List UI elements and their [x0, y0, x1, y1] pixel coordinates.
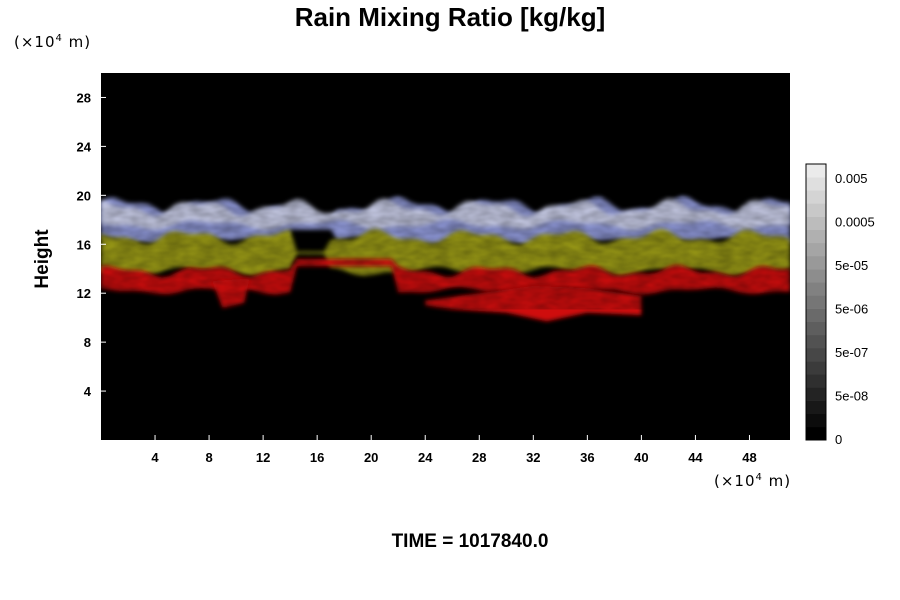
colorbar-swatch: [806, 203, 826, 217]
colorbar-tick-label: 0.0005: [835, 215, 875, 230]
x-tick-label: 8: [205, 450, 212, 465]
colorbar-swatch: [806, 164, 826, 178]
y-tick-label: 16: [77, 237, 91, 252]
colorbar-swatch: [806, 348, 826, 362]
x-tick-label: 20: [364, 450, 378, 465]
colorbar-swatch: [806, 190, 826, 204]
x-tick-label: 28: [472, 450, 486, 465]
colorbar-swatch: [806, 216, 826, 231]
colorbar-frame: [805, 163, 827, 441]
colorbar-swatch: [806, 242, 826, 257]
rain-field: [101, 196, 790, 322]
y-tick-label: 12: [77, 286, 91, 301]
chart-title: Rain Mixing Ratio [kg/kg]: [294, 2, 606, 32]
colorbar-tick-label: 5e-07: [835, 345, 868, 360]
colorbar-tick-label: 5e-05: [835, 258, 868, 273]
x-tick-label: 48: [742, 450, 756, 465]
colorbar-swatch: [806, 426, 826, 441]
x-tick-label: 32: [526, 450, 540, 465]
colorbar-swatch: [806, 269, 826, 283]
colorbar-swatch: [806, 334, 826, 349]
y-tick-label: 4: [84, 384, 92, 399]
x-tick-label: 16: [310, 450, 324, 465]
y-tick-label: 28: [77, 90, 91, 105]
colorbar-swatch: [806, 229, 826, 244]
x-tick-label: 24: [418, 450, 433, 465]
y-axis-unit: (×104 m): [14, 33, 92, 51]
colorbar-swatch: [806, 361, 826, 375]
x-tick-label: 4: [151, 450, 159, 465]
colorbar-swatch: [806, 321, 826, 336]
x-tick-label: 44: [688, 450, 703, 465]
colorbar-swatch: [806, 282, 826, 296]
x-axis-unit: (×104 m): [714, 472, 792, 490]
colorbar-swatch: [806, 413, 826, 428]
y-tick-label: 8: [84, 335, 91, 350]
colorbar-tick-label: 0.005: [835, 171, 868, 186]
x-tick-label: 36: [580, 450, 594, 465]
colorbar-tick-label: 5e-06: [835, 302, 868, 317]
colorbar-swatch: [806, 374, 826, 388]
colorbar-swatch: [806, 308, 826, 323]
colorbar-swatch: [806, 177, 826, 191]
x-tick-label: 12: [256, 450, 270, 465]
turbulence-texture: [101, 197, 790, 310]
y-tick-label: 20: [77, 188, 91, 203]
colorbar-swatch: [806, 256, 826, 270]
colorbar: 0.005 0.0005 5e-05 5e-06 5e-07 5e-08 0: [805, 163, 875, 447]
colorbar-tick-label: 0: [835, 432, 842, 447]
colorbar-swatch: [806, 400, 826, 415]
colorbar-swatch: [806, 295, 826, 309]
x-tick-label: 40: [634, 450, 648, 465]
y-tick-label: 24: [77, 139, 92, 154]
colorbar-tick-label: 5e-08: [835, 389, 868, 404]
colorbar-swatch: [806, 387, 826, 401]
time-label: TIME = 1017840.0: [391, 531, 549, 552]
